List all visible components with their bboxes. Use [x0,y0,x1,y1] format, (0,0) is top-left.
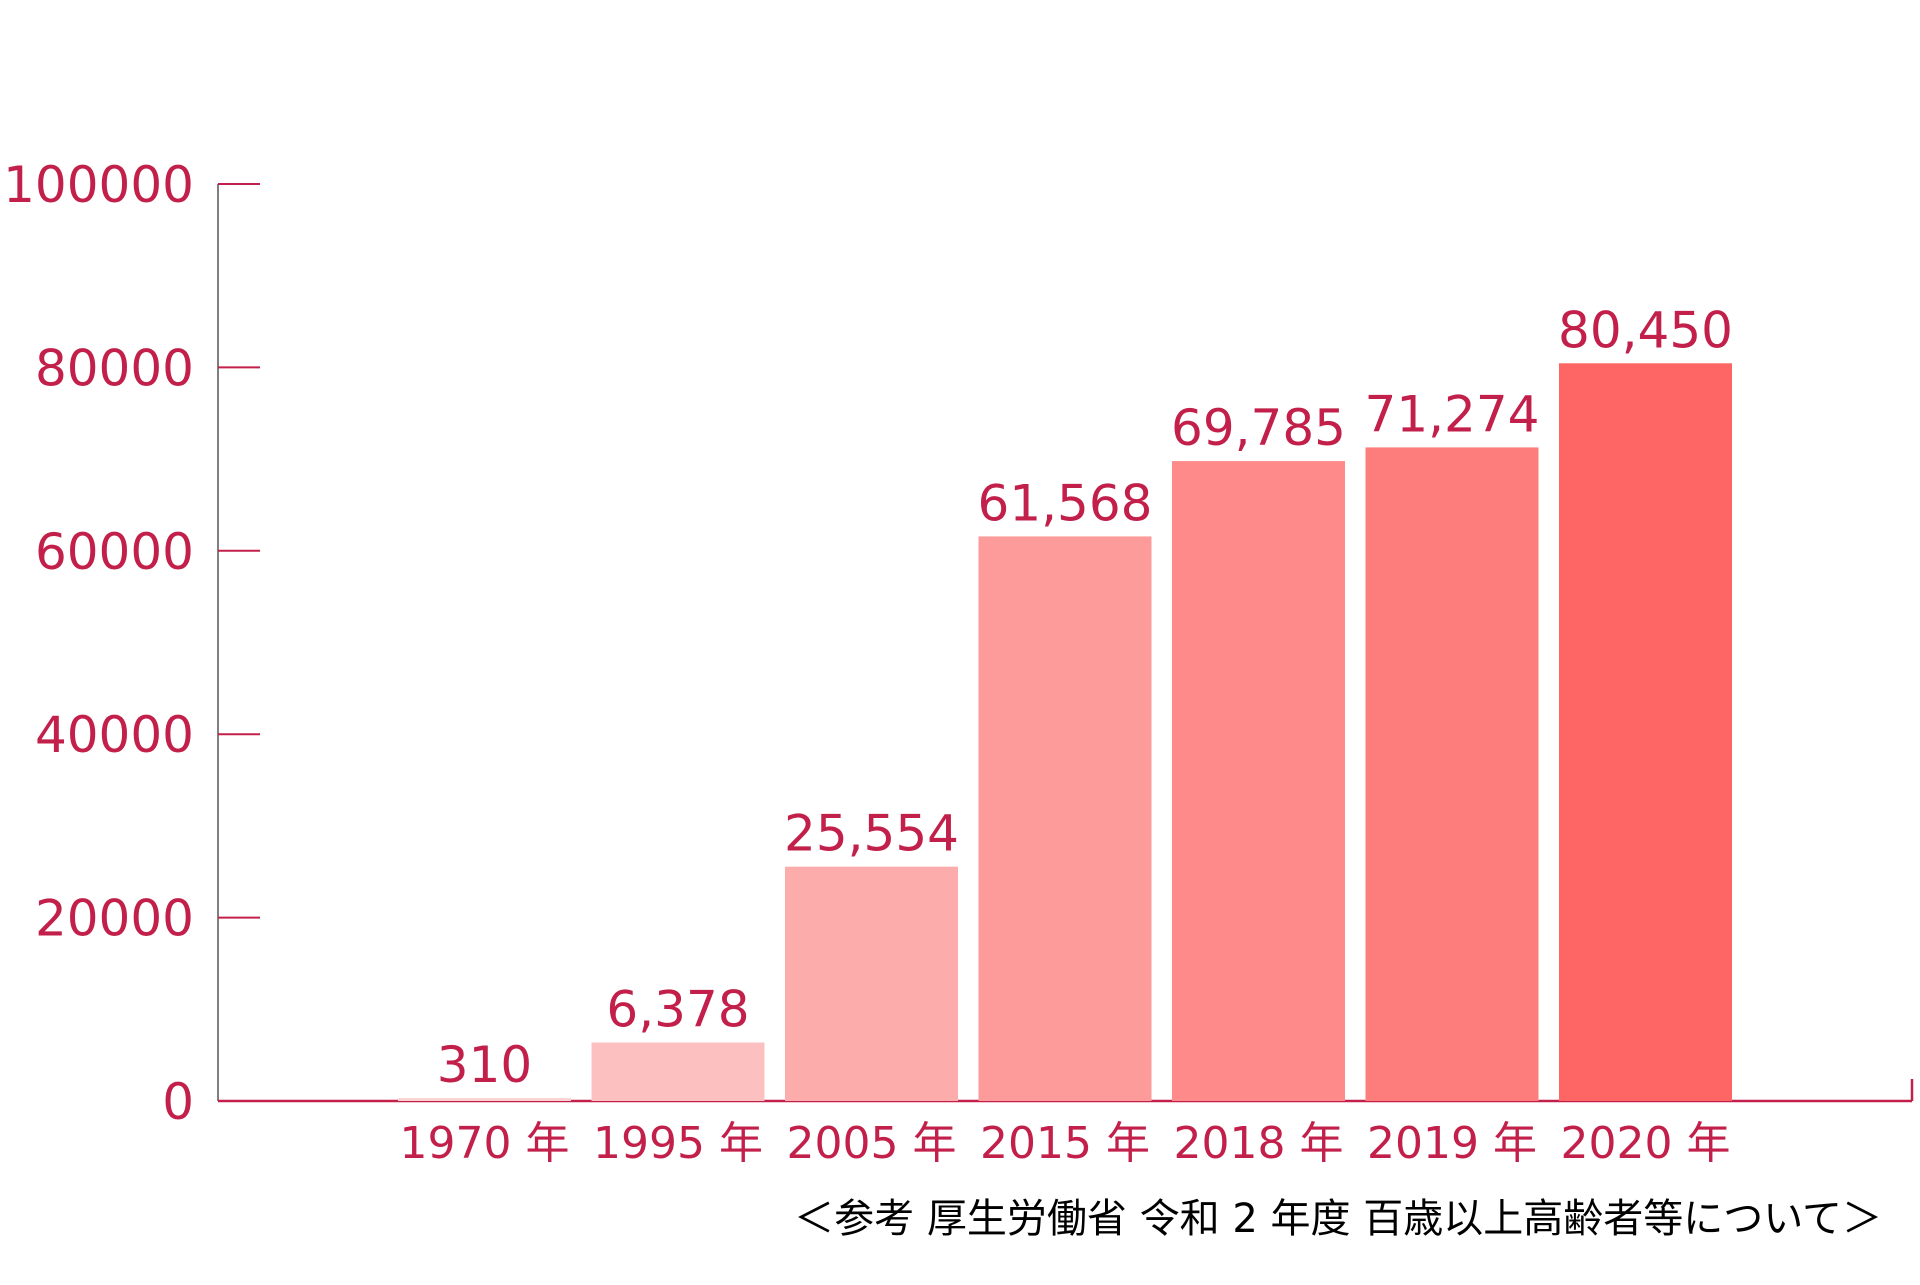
x-tick-label: 2015 年 [980,1118,1150,1169]
bar [978,536,1152,1101]
bar [1559,363,1732,1101]
y-tick-label: 40000 [35,706,194,764]
x-tick-label: 1970 年 [400,1118,570,1169]
x-tick-label: 2005 年 [787,1118,957,1169]
data-label: 25,554 [784,805,959,863]
data-label: 69,785 [1171,399,1346,457]
y-tick-label: 100000 [3,156,194,214]
bar [591,1042,765,1101]
y-tick-label: 20000 [35,890,194,948]
x-tick-label: 2018 年 [1174,1118,1344,1169]
data-label: 6,378 [606,981,749,1039]
bar [398,1098,571,1101]
data-label: 80,450 [1558,301,1733,359]
data-label: 71,274 [1365,385,1540,443]
y-tick-label: 0 [162,1073,194,1131]
data-labels: 310 6,378 25,554 61,568 69,785 71,274 80,450 [437,301,1733,1094]
x-tick-label: 2019 年 [1367,1118,1537,1169]
bar [1365,447,1539,1101]
data-label: 61,568 [978,474,1153,532]
data-label: 310 [437,1036,532,1094]
x-tick-label: 2020 年 [1561,1118,1731,1169]
x-tick-label: 1995 年 [593,1118,763,1169]
bar [1172,461,1345,1102]
source-note: ＜参考 厚生労働省 令和 2 年度 百歳以上高齢者等について＞ [794,1196,1882,1242]
y-axis: 0 20000 40000 60000 80000 100000 [3,156,260,1131]
bar [785,866,958,1101]
y-tick-label: 60000 [35,523,194,581]
bars [398,363,1732,1102]
y-tick-label: 80000 [35,339,194,397]
x-tick-labels: 1970 年 1995 年 2005 年 2015 年 2018 年 2019 年 2020… [400,1118,1731,1169]
